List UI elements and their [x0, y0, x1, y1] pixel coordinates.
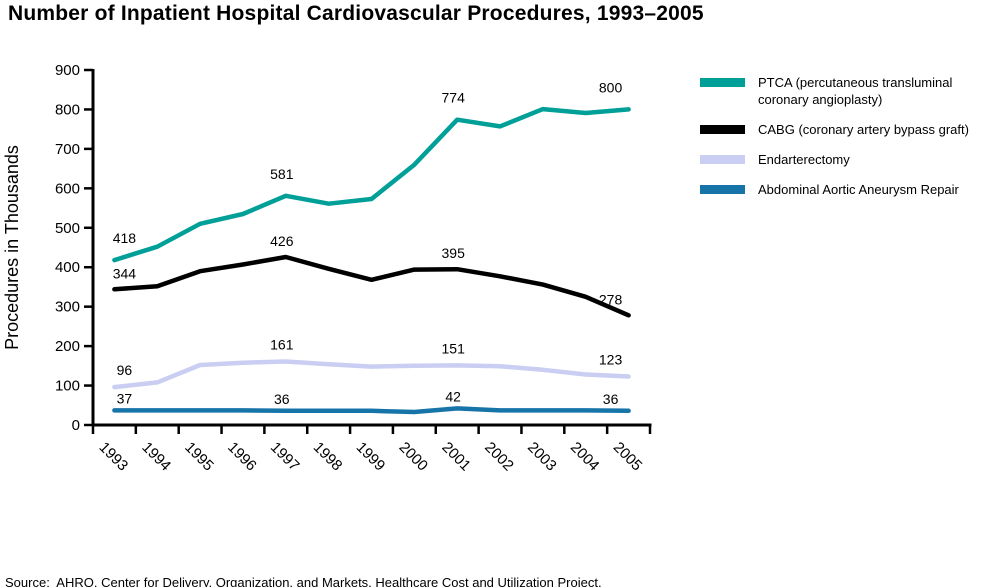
series-line-cabg [112, 254, 631, 318]
y-tick-label: 0 [72, 417, 80, 434]
value-label: 151 [442, 340, 466, 356]
x-tick-label: 1997 [267, 439, 303, 475]
source-note: Source: AHRQ, Center for Delivery, Organ… [5, 533, 602, 587]
legend-swatch-endarterectomy [700, 155, 745, 164]
legend-item: PTCA (percutaneous transluminal coronary… [700, 74, 982, 108]
x-tick-label: 1994 [138, 439, 174, 475]
legend-label: Abdominal Aortic Aneurysm Repair [758, 182, 959, 197]
value-label: 123 [599, 351, 623, 367]
value-label: 278 [599, 291, 623, 307]
x-tick-label: 2002 [481, 439, 517, 475]
legend-item: Abdominal Aortic Aneurysm Repair [700, 181, 982, 198]
legend-label: PTCA (percutaneous transluminal coronary… [758, 75, 953, 107]
y-axis-title: Procedures in Thousands [2, 145, 22, 350]
value-label: 426 [270, 233, 294, 249]
x-tick-label: 2005 [610, 439, 646, 475]
value-label: 96 [117, 362, 133, 378]
value-label: 774 [442, 90, 466, 106]
value-label: 395 [442, 245, 466, 261]
x-tick-label: 1998 [310, 439, 346, 475]
series-line-ptca [112, 106, 631, 263]
legend-item: CABG (coronary artery bypass graft) [700, 121, 982, 138]
value-label: 344 [113, 265, 137, 281]
legend-label: Endarterectomy [758, 152, 850, 167]
x-tick-label: 2001 [438, 439, 474, 475]
x-tick-label: 1995 [181, 439, 217, 475]
x-tick-label: 2000 [396, 439, 432, 475]
series-line-abdominal-aortic-aneurysm-repair [112, 406, 631, 415]
source-line-1: Source: AHRQ, Center for Delivery, Organ… [5, 575, 602, 587]
y-tick-label: 900 [55, 62, 80, 79]
legend-label: CABG (coronary artery bypass graft) [758, 122, 969, 137]
value-label: 161 [270, 336, 294, 352]
y-tick-label: 500 [55, 220, 80, 237]
y-tick-label: 700 [55, 141, 80, 158]
legend-swatch-cabg [700, 125, 745, 134]
value-label: 37 [117, 390, 133, 406]
y-tick-label: 300 [55, 299, 80, 316]
legend-swatch-ptca [700, 78, 745, 87]
legend: PTCA (percutaneous transluminal coronary… [700, 74, 982, 211]
y-tick-label: 200 [55, 338, 80, 355]
y-tick-label: 100 [55, 378, 80, 395]
value-label: 42 [445, 388, 461, 404]
legend-item: Endarterectomy [700, 151, 982, 168]
y-tick-label: 600 [55, 180, 80, 197]
x-tick-label: 2003 [524, 439, 560, 475]
value-label: 36 [603, 391, 619, 407]
x-tick-label: 2004 [567, 439, 603, 475]
y-tick-label: 400 [55, 259, 80, 276]
value-label: 418 [113, 230, 137, 246]
series-line-endarterectomy [112, 359, 631, 390]
value-label: 800 [599, 79, 623, 95]
x-tick-label: 1999 [353, 439, 389, 475]
x-tick-label: 1993 [96, 439, 132, 475]
y-tick-label: 800 [55, 101, 80, 118]
x-tick-label: 1996 [224, 439, 260, 475]
legend-swatch-abdominal-aortic-aneurysm-repair [700, 185, 745, 194]
value-label: 581 [270, 166, 294, 182]
page-title: Number of Inpatient Hospital Cardiovascu… [8, 2, 704, 25]
value-label: 36 [274, 391, 290, 407]
